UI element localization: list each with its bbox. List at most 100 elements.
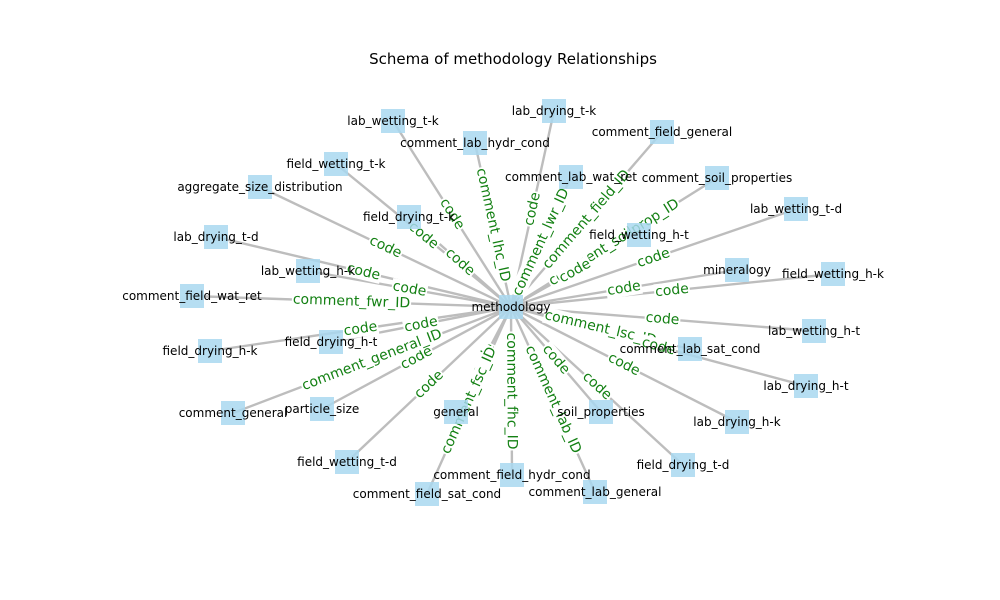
edge-label-text: code [654, 281, 689, 300]
node-label-lab-wetting-t-k: lab_wetting_t-k [347, 114, 439, 128]
node-label-soil-properties: soil_properties [557, 405, 645, 419]
edge-label-text: comment_fhc_ID [503, 332, 520, 449]
node-particle-size [310, 397, 334, 421]
node-field-wetting-h-t [627, 223, 651, 247]
node-lab-drying-t-d [204, 225, 228, 249]
edge-label-background [503, 331, 520, 451]
node-label-aggregate-size-distribution: aggregate_size_distribution [177, 180, 342, 194]
diagram-title: Schema of methodology Relationships [369, 50, 657, 68]
node-label-lab-drying-t-k: lab_drying_t-k [512, 104, 597, 118]
node-lab-wetting-h-k [296, 259, 320, 283]
node-comment-lab-hydr-cond [463, 131, 487, 155]
node-comment-field-hydr-cond [500, 463, 524, 487]
node-label-lab-wetting-h-k: lab_wetting_h-k [261, 264, 355, 278]
edge-label-mineralogy: code [605, 277, 643, 300]
edge-label-background [521, 342, 585, 457]
node-aggregate-size-distribution [248, 175, 272, 199]
edge-label-background [542, 306, 659, 350]
edge-label-background [605, 277, 643, 300]
edge-label-lab-wetting-h-t: code [644, 309, 681, 329]
edge-label-comment-field-wat-ret: comment_fwr_ID [291, 291, 412, 312]
node-label-field-wetting-h-k: field_wetting_h-k [782, 267, 884, 281]
node-mineralogy [725, 258, 749, 282]
node-field-drying-h-t [319, 330, 343, 354]
edge-label-background [396, 342, 437, 374]
node-label-mineralogy: mineralogy [703, 263, 771, 277]
edge-label-text: comment_fwr_ID [293, 291, 411, 311]
edge-label-text: comment_lhc_ID [473, 167, 513, 284]
edge-label-background [520, 189, 545, 229]
node-label-field-wetting-h-t: field_wetting_h-t [589, 228, 689, 242]
edge-label-text: code [367, 233, 404, 262]
edge-label-background [538, 340, 574, 379]
edge-label-background [365, 232, 406, 262]
edge-label-background [508, 184, 574, 300]
edge-label-background [441, 244, 479, 280]
edge-label-text: code [345, 260, 382, 283]
edge-label-background [344, 260, 383, 284]
node-field-drying-t-k [397, 205, 421, 229]
node-label-lab-drying-h-t: lab_drying_h-t [763, 379, 848, 393]
node-label-comment-field-sat-cond: comment_field_sat_cond [353, 487, 501, 501]
node-comment-lab-wat-ret [559, 165, 583, 189]
node-label-methodology: methodology [471, 300, 550, 314]
node-lab-drying-h-t [794, 374, 818, 398]
edge-label-background [644, 309, 681, 329]
edge-label-text: code [645, 310, 680, 329]
node-lab-wetting-t-d [784, 197, 808, 221]
edge-label-text: code [391, 278, 427, 300]
edge-label-background [291, 291, 412, 312]
edge-label-background [538, 165, 635, 274]
edge-label-text: code [343, 319, 379, 340]
node-lab-drying-h-k [725, 410, 749, 434]
node-label-comment-soil-properties: comment_soil_properties [642, 171, 793, 185]
node-field-drying-h-k [198, 339, 222, 363]
node-label-general: general [433, 405, 479, 419]
edge-label-field-wetting-h-k: code [653, 280, 691, 301]
edge-label-background [578, 368, 616, 404]
node-lab-wetting-t-k [381, 109, 405, 133]
edge-label-lab-wetting-h-k: code [390, 278, 429, 300]
edge-label-lab-drying-t-d: code [344, 260, 383, 284]
node-label-lab-drying-h-k: lab_drying_h-k [693, 415, 780, 429]
node-label-comment-field-general: comment_field_general [592, 125, 733, 139]
node-comment-field-sat-cond [415, 482, 439, 506]
edge-label-comment-field-hydr-cond: comment_fhc_ID [503, 331, 520, 451]
node-comment-lab-general [583, 480, 607, 504]
edge-label-field-drying-h-k: code [341, 318, 380, 340]
node-label-comment-field-hydr-cond: comment_field_hydr_cond [433, 468, 590, 482]
node-label-field-drying-h-t: field_drying_h-t [285, 335, 378, 349]
node-general [444, 400, 468, 424]
edge-label-background [639, 334, 678, 359]
node-field-wetting-t-k [324, 152, 348, 176]
node-lab-wetting-h-t [802, 319, 826, 343]
node-label-field-wetting-t-d: field_wetting_t-d [297, 455, 397, 469]
edge-label-background [298, 325, 446, 395]
edge-label-background [555, 255, 595, 287]
node-label-field-drying-t-d: field_drying_t-d [637, 458, 730, 472]
node-label-comment-lab-sat-cond: comment_lab_sat_cond [620, 342, 761, 356]
node-label-particle-size: particle_size [285, 402, 360, 416]
node-label-field-wetting-t-k: field_wetting_t-k [286, 157, 385, 171]
node-label-lab-wetting-h-t: lab_wetting_h-t [768, 324, 860, 338]
node-field-wetting-h-k [821, 262, 845, 286]
edge-label-lab-drying-t-k: code [520, 189, 545, 229]
edge-label-aggregate-size-distribution: code [365, 232, 406, 262]
edge-label-background [472, 165, 514, 285]
edge-label-lab-wetting-t-d: code [633, 244, 674, 272]
edge-label-background [341, 318, 380, 340]
node-label-lab-wetting-t-d: lab_wetting_t-d [750, 202, 842, 216]
edge-label-background [653, 280, 691, 301]
node-comment-general [221, 401, 245, 425]
edge-label-text: code [606, 278, 642, 299]
node-label-field-drying-t-k: field_drying_t-k [363, 210, 455, 224]
node-soil-properties [589, 400, 613, 424]
node-field-wetting-t-d [335, 450, 359, 474]
node-label-comment-field-wat-ret: comment_field_wat_ret [122, 289, 262, 303]
node-comment-field-wat-ret [180, 284, 204, 308]
node-label-comment-lab-hydr-cond: comment_lab_hydr_cond [400, 136, 550, 150]
node-label-comment-general: comment_general [179, 406, 288, 420]
edge-label-background [390, 278, 429, 300]
